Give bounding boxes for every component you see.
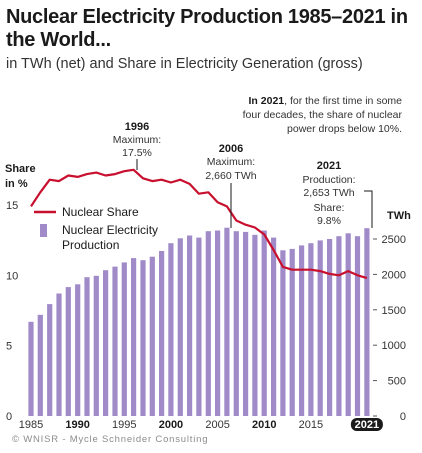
bar-1987 xyxy=(47,304,53,416)
x-tick-label: 1990 xyxy=(65,419,89,431)
bar-1995 xyxy=(121,262,127,416)
right-tick-label: 0 xyxy=(400,411,406,423)
right-tick-label: 1500 xyxy=(382,305,406,317)
bar-2001 xyxy=(177,238,183,416)
legend: Nuclear Share Nuclear Electricity Produc… xyxy=(34,205,158,252)
svg-text:Production:: Production: xyxy=(302,174,355,186)
x-tick-label: 2021 xyxy=(355,419,379,431)
svg-text:2006: 2006 xyxy=(219,143,243,155)
x-tick-label: 2000 xyxy=(159,419,183,431)
bar-1989 xyxy=(65,287,71,416)
footer-credit: © WNISR - Mycle Schneider Consulting xyxy=(12,434,209,445)
bar-2005 xyxy=(215,230,221,416)
annotation-note: In 2021, for the first time in some four… xyxy=(243,95,403,135)
bar-2015 xyxy=(308,243,314,416)
svg-text:2021: 2021 xyxy=(317,160,341,172)
bar-2013 xyxy=(289,248,295,416)
bar-2004 xyxy=(205,231,211,416)
right-tick-label: 500 xyxy=(388,376,406,388)
bar-1999 xyxy=(159,251,165,416)
svg-text:Share:: Share: xyxy=(314,202,345,214)
bar-1998 xyxy=(149,256,155,416)
svg-text:17.5%: 17.5% xyxy=(122,147,152,159)
chart-title: Nuclear Electricity Production 1985–2021… xyxy=(6,6,408,51)
annotation-2021: 2021 Production: 2,653 TWh Share: 9.8% xyxy=(302,160,373,228)
bar-2010 xyxy=(261,230,267,416)
bar-2002 xyxy=(187,235,193,416)
legend-bar-swatch xyxy=(40,224,47,237)
x-tick-label: 2010 xyxy=(252,419,276,431)
chart-subtitle: in TWh (net) and Share in Electricity Ge… xyxy=(6,56,363,72)
svg-text:four decades, the share of nuc: four decades, the share of nuclear xyxy=(243,109,403,121)
legend-line-label: Nuclear Share xyxy=(62,205,139,219)
bar-2012 xyxy=(280,250,286,416)
svg-text:9.8%: 9.8% xyxy=(317,215,341,227)
bar-1990 xyxy=(75,284,81,416)
bar-2006 xyxy=(224,227,230,416)
bar-2003 xyxy=(196,237,202,416)
svg-text:Maximum:: Maximum: xyxy=(207,156,255,168)
bar-2000 xyxy=(168,243,174,416)
bar-2016 xyxy=(317,240,323,416)
legend-bar-label-line1: Nuclear Electricity xyxy=(62,223,158,237)
bar-1997 xyxy=(140,260,146,416)
bar-1992 xyxy=(93,275,99,416)
x-tick-label: 1995 xyxy=(112,419,136,431)
right-tick-label: 2000 xyxy=(382,269,406,281)
bar-2014 xyxy=(299,245,305,416)
annotation-1996: 1996 Maximum: 17.5% xyxy=(113,121,161,170)
bar-2020 xyxy=(354,236,361,416)
right-tick-label: 2500 xyxy=(382,234,406,246)
left-axis-label-line2: in % xyxy=(5,178,28,190)
x-tick-label: 2005 xyxy=(205,419,229,431)
right-tick-label: 1000 xyxy=(382,340,406,352)
svg-text:power drops below 10%.: power drops below 10%. xyxy=(287,123,402,135)
bar-1993 xyxy=(103,270,109,416)
left-axis-label-line1: Share xyxy=(5,163,36,175)
left-tick-label: 15 xyxy=(6,200,18,212)
bar-2008 xyxy=(243,231,249,416)
x-tick-label: 2015 xyxy=(299,419,323,431)
bar-1991 xyxy=(84,277,90,416)
share-line xyxy=(30,168,368,280)
left-axis-ticks: 0 5 10 15 xyxy=(6,200,18,423)
left-tick-label: 0 xyxy=(6,411,12,423)
x-axis-ticks: 1985 1990 1995 2000 2005 2010 2015 2021 xyxy=(19,418,383,431)
right-axis-ticks: 0 500 1000 1500 2000 2500 xyxy=(373,234,406,423)
svg-text:1996: 1996 xyxy=(125,121,149,133)
bar-1985 xyxy=(28,321,34,416)
legend-bar-label-line2: Production xyxy=(62,238,119,252)
bar-2009 xyxy=(252,234,258,416)
bar-2019 xyxy=(345,233,351,416)
bar-1988 xyxy=(56,293,62,416)
bar-2021 xyxy=(364,228,370,416)
bar-2018 xyxy=(336,236,342,416)
annotation-2006: 2006 Maximum: 2,660 TWh xyxy=(205,143,257,228)
bar-1994 xyxy=(112,266,118,416)
x-tick-label: 1985 xyxy=(19,419,43,431)
right-axis-label: TWh xyxy=(387,210,411,222)
bar-series xyxy=(28,227,370,416)
bar-2007 xyxy=(233,231,239,416)
svg-text:2,660 TWh: 2,660 TWh xyxy=(205,170,256,182)
bar-1986 xyxy=(37,314,43,416)
svg-text:2,653 TWh: 2,653 TWh xyxy=(303,187,354,199)
left-tick-label: 5 xyxy=(6,341,12,353)
bar-1996 xyxy=(131,258,137,416)
bar-2017 xyxy=(327,239,333,416)
svg-text:Maximum:: Maximum: xyxy=(113,134,161,146)
svg-text:In 2021, for the first time in: In 2021, for the first time in some xyxy=(249,95,403,107)
x-tick-bg xyxy=(350,418,383,431)
left-tick-label: 10 xyxy=(6,270,18,282)
bar-2011 xyxy=(271,237,277,416)
